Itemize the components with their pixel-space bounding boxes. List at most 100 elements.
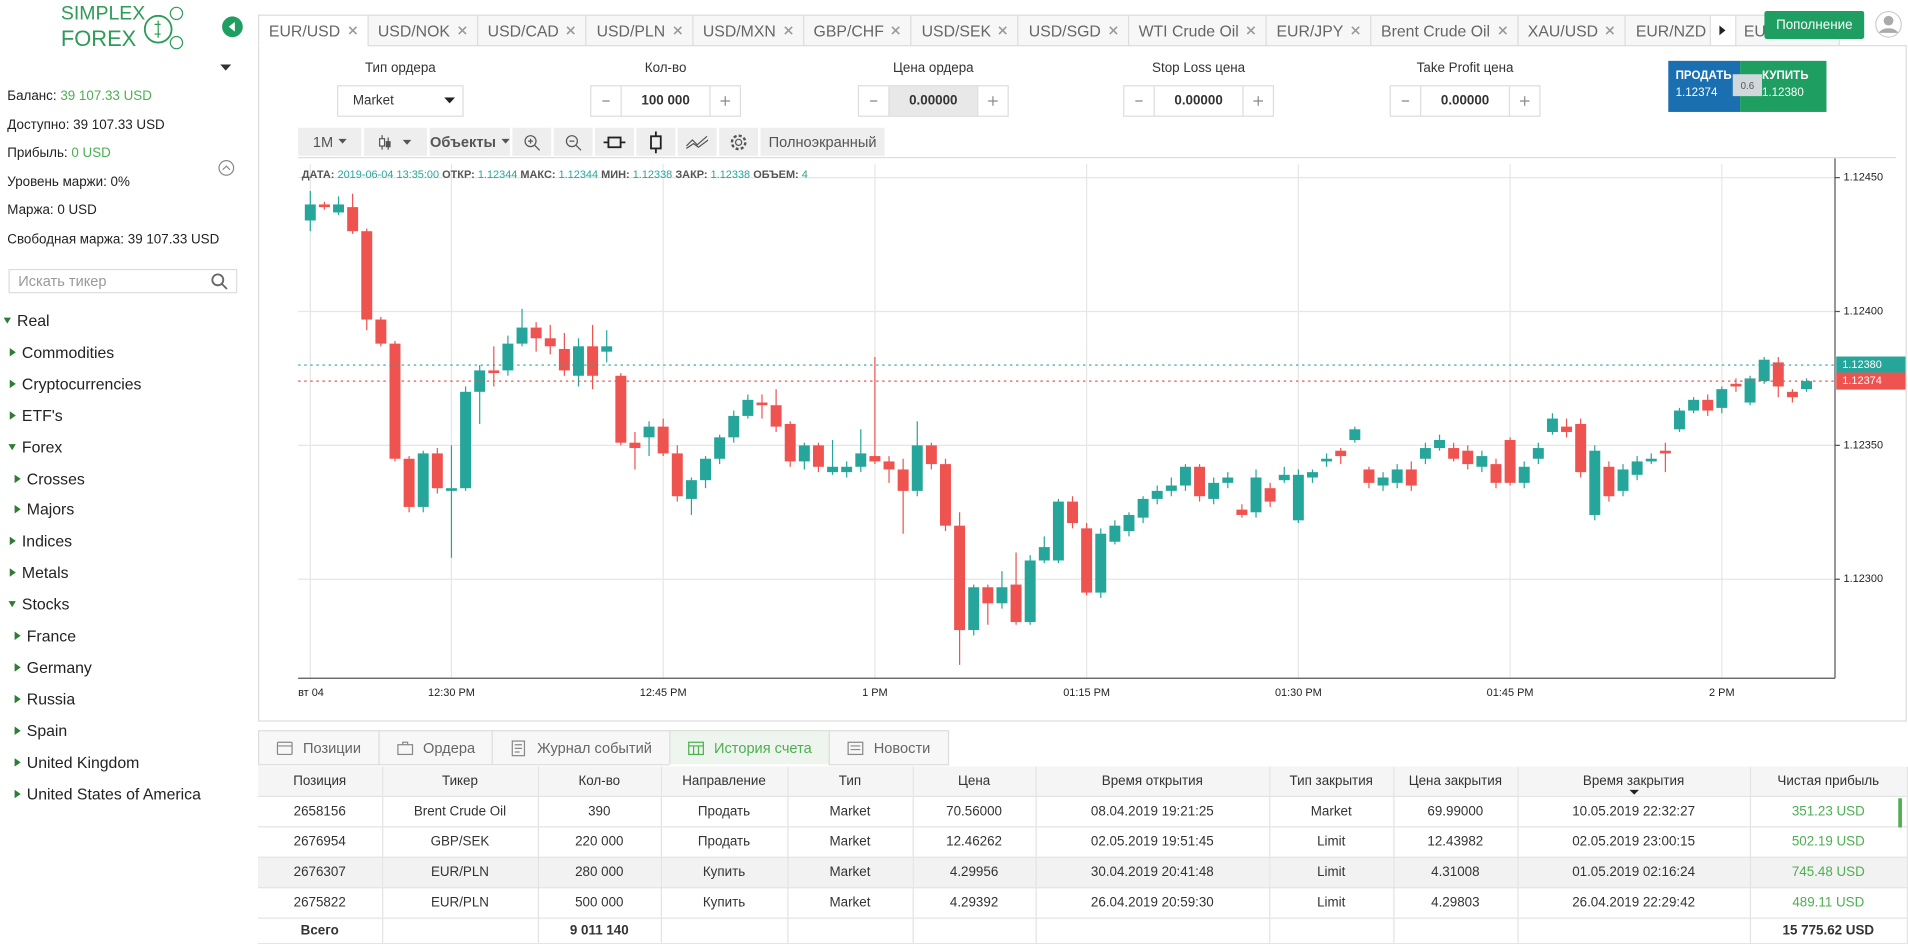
column-header[interactable]: Время открытия [1035,766,1270,798]
bottom-tab[interactable]: Новости [828,730,949,766]
column-header[interactable]: Тип [787,766,914,798]
plus-button[interactable] [1508,86,1539,116]
tree-item[interactable]: Cryptocurrencies [9,375,141,393]
bottom-tab[interactable]: Ордера [378,730,494,766]
tab-label: USD/SEK [921,21,992,40]
column-header[interactable]: Направление [660,766,788,798]
tabs-scroll[interactable] [1709,14,1737,47]
symbol-tab[interactable]: EUR/USD [257,14,369,47]
field-input[interactable]: 0.00000 [1123,85,1275,117]
minus-button[interactable] [1124,86,1155,116]
symbol-tab[interactable]: USD/CAD [476,14,587,47]
column-header[interactable]: Тип закрытия [1269,766,1394,798]
tab-close[interactable] [566,26,576,36]
tree-item[interactable]: Real [3,312,50,330]
plus-button[interactable] [1242,86,1272,116]
tab-close[interactable] [998,26,1008,36]
collapse-button[interactable] [221,16,243,38]
table-cell: 489.11 USD [1749,887,1908,919]
tree-item[interactable]: Germany [13,658,92,677]
symbol-tab[interactable]: GBP/CHF [802,14,912,47]
candle-body [615,375,627,443]
column-header[interactable]: Время закрытия [1517,766,1751,798]
symbol-tab[interactable]: WTI Crude Oil [1127,14,1267,47]
field-input[interactable]: 0.00000 [1389,85,1541,117]
tree-item[interactable]: United Kingdom [13,753,139,771]
collapse-account[interactable] [218,159,235,176]
symbol-tab[interactable]: Brent Crude Oil [1370,14,1519,47]
tab-close[interactable] [457,26,467,36]
tree-item[interactable]: ETF's [9,406,63,424]
table-row[interactable]: 2675822 EUR/PLN 500 000 Купить Market 4.29392… [257,887,1908,919]
column-header[interactable]: Тикер [382,766,539,798]
column-header[interactable]: Цена закрытия [1393,766,1519,798]
plus-button[interactable] [709,86,739,116]
column-header[interactable]: Чистая прибыль [1749,766,1908,798]
column-header[interactable]: Цена [912,766,1037,798]
tree-item[interactable]: Stocks [8,595,70,613]
fullscreen-button[interactable]: Полноэкранный [760,127,885,156]
symbol-tab[interactable]: EUR/NZD [1624,14,1735,47]
symbol-tab[interactable]: USD/SEK [910,14,1020,47]
search-box[interactable]: Искать тикер [8,268,238,294]
deposit-button[interactable]: Пополнение [1764,10,1865,39]
tree-item[interactable]: Forex [8,438,63,456]
symbol-tab[interactable]: USD/NOK [366,14,478,47]
tree-item[interactable]: Commodities [9,343,114,361]
symbol-tab[interactable]: XAU/USD [1516,14,1627,47]
symbol-tab[interactable]: USD/SGD [1017,14,1129,47]
tab-close[interactable] [1605,26,1615,36]
fit-horizontal[interactable] [595,127,634,156]
dropdown-arrow[interactable] [220,63,232,73]
tree-item[interactable]: Spain [13,721,67,739]
zoom-in-icon [524,134,541,151]
avatar[interactable] [1875,10,1902,39]
indicators[interactable] [677,127,717,156]
field-input[interactable]: 100 000 [590,85,742,117]
bottom-tab[interactable]: Позиции [257,730,380,766]
bottom-tab[interactable]: История счета [668,730,830,766]
tab-close[interactable] [672,26,682,36]
tab-close[interactable] [1497,26,1507,36]
buy-button[interactable]: КУПИТЬ 1.12380 [1740,60,1827,112]
tab-close[interactable] [1351,26,1361,36]
tab-close[interactable] [1246,26,1256,36]
tab-close[interactable] [347,26,357,36]
tree-item[interactable]: United States of America [13,784,201,803]
field-input[interactable]: 0.00000 [857,85,1009,117]
column-header[interactable]: Кол-во [537,766,662,798]
tab-close[interactable] [891,26,901,36]
tab-close[interactable] [1108,26,1118,36]
column-header[interactable]: Позиция [257,766,383,798]
tab-close[interactable] [783,26,793,36]
tree-item[interactable]: Metals [9,564,69,582]
chart-type-button[interactable] [363,127,428,156]
objects-button[interactable]: Объекты [429,127,510,156]
symbol-tab[interactable]: EUR/JPY [1265,14,1372,47]
tree-item[interactable]: Majors [13,501,74,519]
zoom-out[interactable] [553,127,593,156]
settings[interactable] [719,127,759,156]
tree-item[interactable]: Indices [9,532,73,550]
minus-button[interactable] [1391,86,1422,116]
tree-item[interactable]: France [13,627,76,645]
plus-button[interactable] [977,86,1007,116]
fit-vertical[interactable] [636,127,676,156]
zoom-in[interactable] [512,127,552,156]
symbol-tab[interactable]: USD/PLN [585,14,694,47]
symbol-tab[interactable]: USD/MXN [691,14,804,47]
table-row[interactable]: 2676307 EUR/PLN 280 000 Купить Market 4.29956… [257,857,1908,889]
interval-button[interactable]: 1M [298,127,362,156]
tree-item[interactable]: Russia [13,690,75,708]
field-input[interactable]: Market [337,85,464,117]
sell-button[interactable]: ПРОДАТЬ 1.12374 [1668,60,1741,112]
tree-label: Germany [26,658,92,677]
x-tick-label: 12:45 PM [640,687,687,699]
search-icon[interactable] [211,273,229,291]
bottom-tab[interactable]: Журнал событий [492,730,671,766]
minus-button[interactable] [591,86,622,116]
table-row[interactable]: 2676954 GBP/SEK 220 000 Продать Market 12.462… [257,826,1908,858]
minus-button[interactable] [859,86,890,116]
table-row[interactable]: 2658156 Brent Crude Oil 390 Продать Market 70… [257,796,1908,828]
tree-item[interactable]: Crosses [13,469,85,487]
